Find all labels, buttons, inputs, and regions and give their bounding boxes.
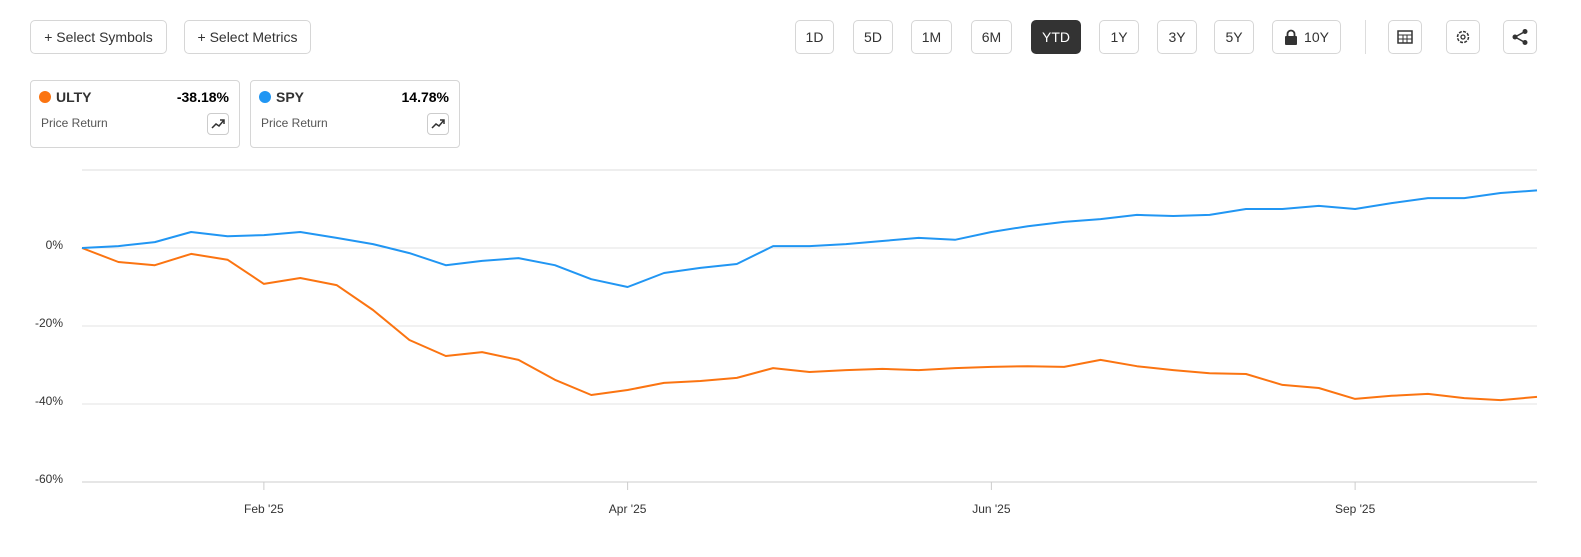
legend-card: SPY 14.78% Price Return — [250, 80, 460, 148]
legend-name: SPY — [276, 89, 305, 105]
range-label: 5Y — [1225, 29, 1243, 45]
divider — [1365, 20, 1366, 54]
series-line — [81, 247, 1538, 402]
table-button[interactable] — [1388, 20, 1422, 54]
y-tick-label: -40% — [35, 394, 63, 408]
legend-metric: Price Return — [261, 116, 328, 130]
range-label: 10Y — [1304, 29, 1329, 45]
table-icon — [1397, 30, 1413, 44]
range-button[interactable]: 6M — [971, 20, 1012, 54]
legend-dot — [39, 91, 51, 103]
range-button[interactable]: 5Y — [1214, 20, 1254, 54]
chart-type-button[interactable] — [207, 113, 229, 135]
x-tick-label: Apr '25 — [609, 502, 647, 516]
x-tick-label: Jun '25 — [972, 502, 1011, 516]
range-button[interactable]: 1Y — [1099, 20, 1139, 54]
y-tick-label: 0% — [46, 238, 64, 252]
range-button[interactable]: 5D — [853, 20, 893, 54]
share-button[interactable] — [1503, 20, 1537, 54]
range-button[interactable]: 3Y — [1157, 20, 1197, 54]
share-icon — [1512, 29, 1528, 45]
legend-card: ULTY -38.18% Price Return — [30, 80, 240, 148]
range-label: 1M — [921, 29, 942, 45]
trend-icon — [431, 119, 445, 129]
range-button[interactable]: 1M — [911, 20, 952, 54]
range-label: 6M — [981, 29, 1002, 45]
y-tick-label: -20% — [35, 316, 63, 330]
range-label: 5D — [864, 29, 882, 45]
trend-icon — [211, 119, 225, 129]
select-button[interactable]: + Select Metrics — [184, 20, 311, 54]
gear-icon — [1456, 30, 1470, 44]
lock-icon — [1285, 29, 1298, 45]
legend-metric: Price Return — [41, 116, 108, 130]
select-button[interactable]: + Select Symbols — [30, 20, 167, 54]
legend-change: -38.18% — [176, 89, 229, 105]
range-label: YTD — [1042, 29, 1070, 45]
range-label: 1Y — [1110, 29, 1128, 45]
range-button[interactable]: YTD — [1031, 20, 1081, 54]
y-tick-label: -60% — [35, 472, 63, 486]
x-tick-label: Feb '25 — [244, 502, 284, 516]
settings-button[interactable] — [1446, 20, 1480, 54]
range-label: 3Y — [1168, 29, 1186, 45]
chart-type-button[interactable] — [427, 113, 449, 135]
legend-name: ULTY — [56, 89, 92, 105]
range-label: 1D — [805, 29, 824, 45]
range-button[interactable]: 1D — [795, 20, 834, 54]
x-tick-label: Sep '25 — [1335, 502, 1376, 516]
range-button[interactable]: 10Y — [1272, 20, 1341, 54]
legend-dot — [259, 91, 271, 103]
series-line — [81, 189, 1538, 288]
legend-change: 14.78% — [401, 89, 449, 105]
